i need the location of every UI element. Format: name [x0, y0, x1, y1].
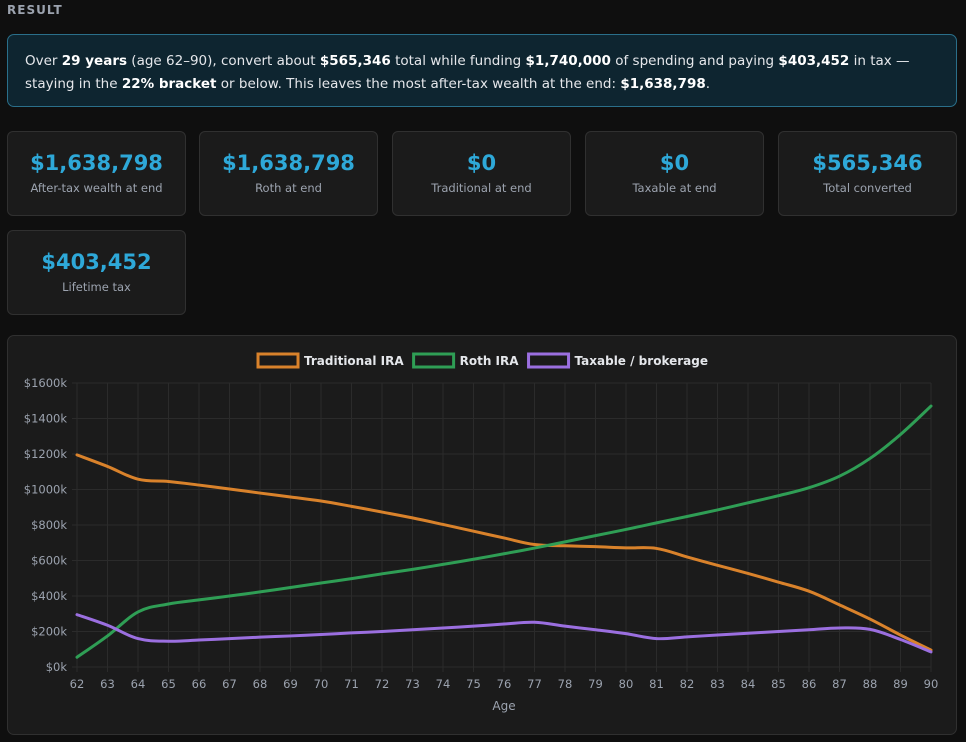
stat-value: $0 [659, 151, 690, 175]
x-tick-label: 89 [893, 677, 908, 691]
x-tick-label: 78 [558, 677, 573, 691]
x-tick-label: 73 [405, 677, 420, 691]
y-tick-label: $200k [31, 625, 67, 639]
x-tick-label: 85 [771, 677, 786, 691]
x-tick-label: 70 [314, 677, 329, 691]
x-tick-label: 67 [222, 677, 237, 691]
legend-label-traditional-ira: Traditional IRA [304, 354, 404, 368]
y-tick-label: $1200k [24, 447, 68, 461]
legend-swatch-roth-ira [412, 352, 456, 369]
series-line-roth-ira [75, 404, 933, 659]
stat-label: Roth at end [255, 181, 322, 195]
balance-chart-panel: $0k $200k $400k $600k $800k $1000k $1200k $1400… [7, 335, 957, 735]
summary-text: or below. This leaves the most after-tax… [216, 76, 621, 92]
stat-card-traditional-at-end: $0 Traditional at end [392, 131, 571, 216]
summary-spending: $1,740,000 [525, 53, 611, 69]
stat-card-roth-at-end: $1,638,798 Roth at end [199, 131, 378, 216]
x-tick-label: 77 [527, 677, 542, 691]
stat-value: $403,452 [41, 250, 152, 274]
y-tick-label: $1600k [24, 376, 68, 390]
x-tick-label: 68 [253, 677, 268, 691]
x-tick-label: 83 [710, 677, 725, 691]
result-summary: Over 29 years (age 62–90), convert about… [7, 34, 957, 107]
stat-label: Lifetime tax [62, 280, 131, 294]
stat-card-taxable-at-end: $0 Taxable at end [585, 131, 764, 216]
y-tick-label: $600k [31, 554, 67, 568]
summary-converted: $565,346 [319, 53, 391, 69]
y-tick-label: $400k [31, 589, 67, 603]
legend-label-taxable-brokerage: Taxable / brokerage [575, 354, 708, 368]
stat-value: $1,638,798 [222, 151, 355, 175]
stat-value: $565,346 [812, 151, 923, 175]
legend-swatch-taxable-brokerage [527, 352, 571, 369]
x-tick-label: 75 [466, 677, 481, 691]
summary-text: of spending and paying [610, 53, 779, 69]
x-tick-label: 79 [588, 677, 603, 691]
x-tick-label: 80 [619, 677, 634, 691]
legend-label-roth-ira: Roth IRA [460, 354, 520, 368]
x-tick-label: 71 [344, 677, 359, 691]
x-tick-label: 65 [161, 677, 176, 691]
x-tick-label: 84 [741, 677, 756, 691]
x-tick-label: 87 [832, 677, 847, 691]
summary-text: (age 62–90), convert about [127, 53, 320, 69]
summary-wealth: $1,638,798 [620, 76, 706, 92]
y-tick-label: $1400k [24, 412, 68, 426]
x-tick-label: 76 [497, 677, 512, 691]
stat-label: Total converted [823, 181, 912, 195]
x-tick-label: 82 [680, 677, 695, 691]
y-tick-label: $800k [31, 518, 67, 532]
x-tick-label: 66 [192, 677, 207, 691]
series-line-traditional-ira [75, 453, 933, 652]
stat-value: $1,638,798 [30, 151, 163, 175]
stat-value: $0 [466, 151, 497, 175]
x-tick-label: 81 [649, 677, 664, 691]
summary-years: 29 years [61, 53, 128, 69]
x-tick-label: 69 [283, 677, 298, 691]
summary-text: Over [25, 53, 62, 69]
x-axis-label: Age [492, 699, 515, 713]
x-tick-label: 64 [131, 677, 146, 691]
x-tick-label: 74 [436, 677, 451, 691]
stat-label: Traditional at end [431, 181, 532, 195]
y-tick-label: $0k [46, 660, 68, 674]
balance-line-chart: $0k $200k $400k $600k $800k $1000k $1200k $1400… [24, 352, 939, 713]
summary-tax: $403,452 [778, 53, 850, 69]
stat-card-after-tax-wealth: $1,638,798 After-tax wealth at end [7, 131, 186, 216]
stat-card-lifetime-tax: $403,452 Lifetime tax [7, 230, 186, 315]
summary-text: total while funding [390, 53, 526, 69]
series-line-taxable-brokerage [75, 613, 933, 654]
section-label-result: RESULT [7, 3, 63, 17]
x-tick-label: 72 [375, 677, 390, 691]
stat-label: After-tax wealth at end [30, 181, 163, 195]
summary-text: . [705, 76, 711, 92]
x-tick-label: 86 [802, 677, 817, 691]
x-tick-label: 88 [863, 677, 878, 691]
summary-text: in tax — staying in the [25, 53, 910, 92]
y-tick-label: $1000k [24, 483, 68, 497]
x-tick-label: 90 [924, 677, 939, 691]
summary-bracket: 22% bracket [121, 76, 217, 92]
x-tick-label: 63 [100, 677, 115, 691]
stat-label: Taxable at end [632, 181, 717, 195]
legend-swatch-traditional-ira [256, 352, 300, 369]
x-tick-label: 62 [70, 677, 85, 691]
stat-card-total-converted: $565,346 Total converted [778, 131, 957, 216]
